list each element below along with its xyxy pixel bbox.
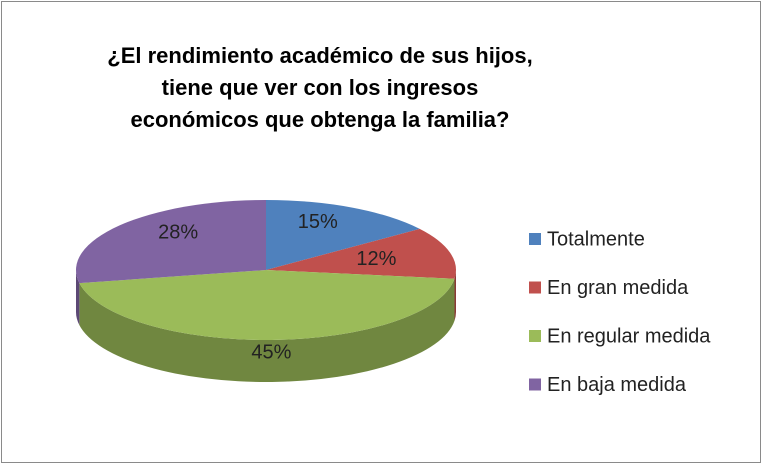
slice-side bbox=[76, 270, 80, 326]
slice-side bbox=[79, 278, 455, 382]
legend-swatch bbox=[529, 378, 541, 391]
data-label: 45% bbox=[251, 341, 291, 363]
slice bbox=[266, 228, 456, 279]
slice bbox=[266, 200, 420, 270]
slice bbox=[76, 200, 267, 284]
slice bbox=[79, 270, 455, 340]
legend-swatch bbox=[529, 233, 541, 245]
data-label: 15% bbox=[298, 211, 338, 233]
data-label: 28% bbox=[158, 222, 198, 244]
legend-swatch bbox=[529, 281, 541, 294]
legend-label: En gran medida bbox=[547, 277, 689, 299]
legend-label: Totalmente bbox=[547, 228, 645, 250]
legend-label: En regular medida bbox=[547, 325, 711, 347]
slice-side bbox=[454, 270, 456, 321]
legend-swatch bbox=[529, 330, 541, 342]
legend-label: En baja medida bbox=[547, 374, 687, 396]
chart-title: ¿El rendimiento académico de sus hijos, … bbox=[107, 43, 533, 132]
data-label: 12% bbox=[356, 248, 396, 270]
